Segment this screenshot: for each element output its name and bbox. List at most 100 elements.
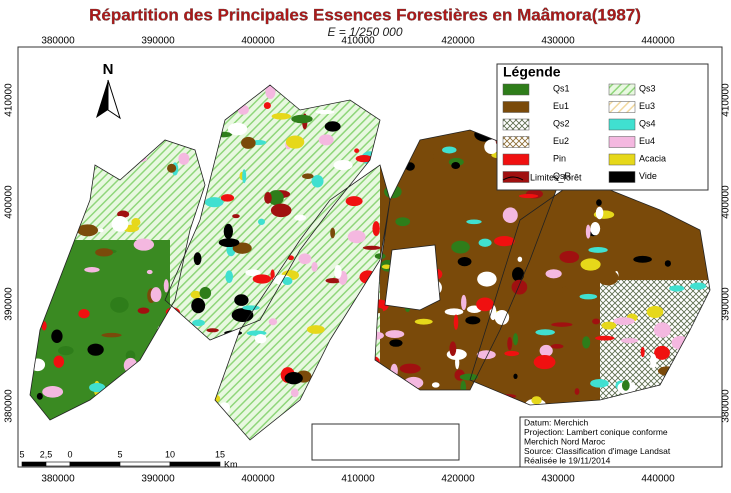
patch: [223, 223, 234, 240]
info-line: Datum: Merchich: [524, 417, 589, 427]
patch: [395, 217, 411, 227]
patch: [245, 269, 261, 277]
patch: [477, 271, 497, 287]
legend-label: Eu3: [639, 101, 655, 111]
patch: [579, 293, 598, 300]
map-scale: E = 1/250 000: [327, 25, 402, 39]
legend-swatch: [502, 136, 530, 148]
patch: [270, 269, 275, 281]
y-coord-right: 410000: [721, 83, 731, 117]
patch: [241, 136, 256, 149]
x-coord-top: 440000: [641, 36, 675, 47]
scale-label: 5: [117, 449, 122, 459]
x-coord-top: 380000: [41, 36, 75, 47]
patch: [330, 227, 336, 239]
patch: [669, 285, 685, 292]
legend-label: Qs1: [553, 83, 570, 93]
patch: [347, 230, 366, 244]
patch: [459, 373, 478, 381]
patch: [232, 214, 240, 219]
patch: [98, 228, 104, 233]
patch: [372, 221, 380, 237]
patch: [442, 146, 457, 154]
legend: Légende Qs1 Qs3 Eu1 Eu3 Qs2 Qs4 Eu2 Eu4 Pin Acaci…: [496, 63, 709, 191]
patch: [87, 343, 104, 356]
patch: [476, 297, 494, 312]
patch: [101, 332, 122, 338]
patch: [601, 321, 617, 330]
patch: [254, 333, 267, 344]
info-line: Merchich Nord Maroc: [524, 436, 606, 446]
legend-swatch: [502, 101, 530, 113]
patch: [133, 238, 155, 251]
patch: [125, 350, 136, 361]
patch: [290, 388, 299, 398]
patch: [325, 278, 342, 284]
scale-label: 15: [215, 449, 225, 459]
legend-boundary-symbol: [502, 176, 524, 181]
patch: [597, 269, 619, 286]
x-coord-bottom: 390000: [141, 474, 175, 485]
patch: [588, 247, 608, 253]
patch: [590, 222, 601, 236]
patch: [613, 317, 635, 325]
patch: [539, 344, 553, 357]
patch: [268, 318, 278, 326]
legend-label: Vide: [639, 171, 657, 181]
patch: [271, 112, 291, 120]
scale-unit: Km: [224, 459, 238, 469]
legend-label: Eu4: [639, 136, 655, 146]
patch: [234, 294, 249, 306]
x-coord-top: 430000: [541, 36, 575, 47]
patch: [110, 297, 129, 313]
patch: [484, 139, 499, 154]
patch: [545, 269, 562, 279]
legend-label: Qs3: [639, 83, 656, 93]
patch: [385, 330, 405, 339]
legend-label: QsR: [553, 171, 572, 181]
patch: [57, 346, 74, 356]
patch: [507, 336, 513, 351]
patch: [451, 162, 461, 170]
patch: [311, 174, 324, 188]
patch: [242, 305, 260, 311]
patch: [533, 354, 556, 370]
patch: [131, 218, 141, 227]
patch: [204, 197, 224, 208]
patch: [36, 392, 43, 400]
patch: [595, 206, 604, 220]
patch: [466, 219, 482, 225]
patch: [192, 319, 205, 327]
patch: [117, 210, 130, 218]
empty-box: [311, 423, 460, 461]
x-coord-top: 390000: [141, 36, 175, 47]
patch: [449, 341, 457, 357]
patch: [389, 339, 403, 347]
patch: [465, 316, 481, 325]
scale-label: 10: [165, 449, 175, 459]
patch: [511, 279, 528, 295]
patch: [282, 277, 293, 286]
patch: [298, 253, 312, 265]
patch: [206, 328, 219, 333]
patch: [345, 196, 363, 207]
patch: [633, 255, 652, 263]
patch: [225, 270, 234, 284]
legend-swatch: [608, 101, 636, 113]
legend-label: Acacia: [639, 153, 666, 163]
patch: [267, 190, 284, 206]
patch: [431, 382, 440, 388]
legend-swatch: [502, 83, 530, 96]
patch: [227, 122, 248, 136]
patch: [150, 287, 162, 303]
patch: [451, 240, 470, 254]
scale-segment: [119, 461, 171, 467]
patch: [574, 388, 580, 395]
scale-segment: [21, 461, 47, 467]
patch: [399, 363, 421, 374]
patch: [306, 325, 325, 334]
patch: [438, 220, 452, 225]
